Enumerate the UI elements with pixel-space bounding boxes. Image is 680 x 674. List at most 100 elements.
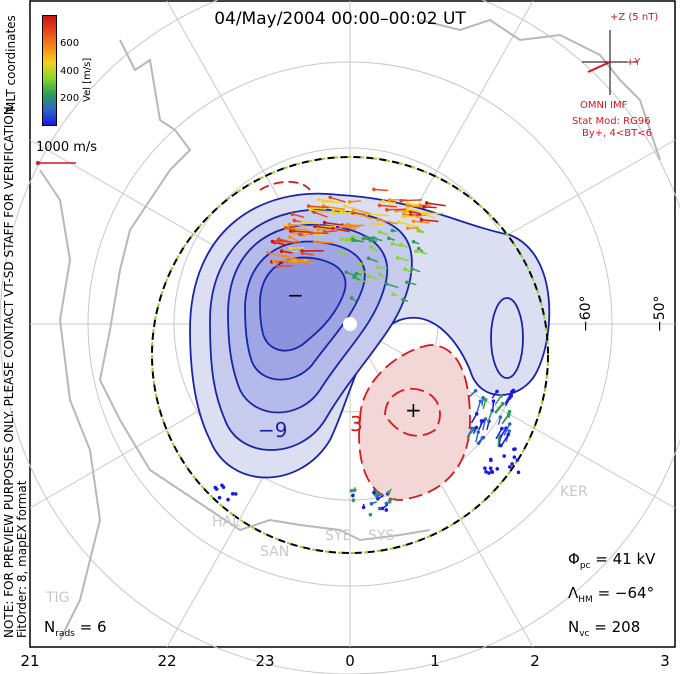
imf-z-label: +Z (5 nT) [610,12,659,23]
vector-origin [322,220,327,225]
vector-origin [292,218,297,223]
vector-origin [375,265,380,270]
velocity-vector [426,202,446,207]
vector-origin [483,417,488,421]
vector-origin [390,241,395,246]
velocity-vector [373,188,388,192]
vector-origin [386,490,391,495]
phi-pc: Φpc = 41 kV [568,550,656,571]
vector-origin [349,296,354,300]
vector-origin [479,419,484,423]
vector-origin [368,238,373,243]
vector-origin [214,487,219,491]
vector-origin [372,187,376,192]
vector-origin [405,226,410,230]
velocity-vector [324,221,341,226]
vector-origin [499,394,503,398]
mlt-label-21: 21 [20,652,40,670]
vector-origin [312,240,317,244]
vector-origin [506,432,511,437]
vector-origin [380,506,385,511]
velocity-vector [415,250,428,255]
vector-origin [481,395,485,400]
vector-origin [405,280,409,285]
vector-origin [359,269,364,274]
colorbar-label: Vel [m/s] [82,57,93,102]
vector-origin [332,211,336,215]
vector-origin [497,435,501,439]
vector-origin [273,239,278,244]
velocity-vector [275,240,298,244]
vector-origin [217,495,222,500]
vector-origin [507,422,512,426]
velocity-vector [289,236,301,243]
vector-origin [474,412,479,416]
velocity-vector [273,259,291,262]
potential-max-marker: + [405,398,422,422]
vector-origin [381,199,385,203]
vector-origin [391,292,395,297]
velocity-vector [352,212,365,216]
vector-origin [390,228,395,233]
vector-origin [470,426,474,431]
velocity-vector [476,401,482,413]
velocity-vector [314,211,328,218]
vector-origin [331,207,336,212]
n-rads: Nrads = 6 [44,618,107,639]
vector-origin [473,388,478,393]
velocity-vector [310,209,331,214]
vector-origin [230,492,235,496]
vector-origin [349,488,354,493]
velocity-vector [285,227,299,232]
vector-origin [483,398,488,402]
vector-origin [410,266,414,271]
vector-origin [306,204,311,208]
velocity-vector [290,230,313,234]
velocity-vector [302,252,314,256]
site-san: SAN [260,544,290,560]
velocity-vector [422,212,436,219]
vector-origin [511,388,516,393]
mlt-label-0: 0 [345,652,355,670]
velocity-vector [289,223,307,227]
velocity-vector [398,221,420,228]
velocity-vector [361,213,373,220]
vector-origin [316,227,320,232]
velocity-vector [397,257,409,262]
colorbar-tick-600: 600 [60,38,80,49]
velocity-vector [494,403,504,414]
vector-origin [366,256,371,261]
vector-origin [411,239,416,244]
vector-origin [384,508,389,512]
vector-origin [512,455,517,459]
vector-origin [414,249,418,254]
vector-origin [351,237,355,242]
vector-origin [276,237,281,241]
imf-dial [582,30,638,95]
colorbar-tick-400: 400 [60,66,80,77]
vector-origin [328,195,332,200]
velocity-vector [314,225,335,230]
vector-origin [500,401,505,406]
vector-origin [309,231,314,235]
site-sys: SYS [368,528,395,544]
velocity-vector [333,208,347,212]
mlt-label-23: 23 [255,652,275,670]
vector-origin [283,254,288,258]
vector-origin [487,471,491,475]
map-title: 04/May/2004 00:00–00:02 UT [214,9,466,29]
velocity-vector [281,250,293,254]
vector-origin [265,250,270,255]
vector-origin [416,228,421,233]
vector-origin [348,200,352,204]
velocity-vector [379,204,398,208]
vector-origin [401,297,405,302]
vector-origin [480,436,485,440]
vector-origin [377,203,382,208]
vector-origin [419,217,424,222]
vector-origin [377,230,382,234]
velocity-vector [366,213,389,217]
vector-origin [384,282,389,286]
vector-origin [366,274,371,278]
velocity-vector [314,241,334,244]
